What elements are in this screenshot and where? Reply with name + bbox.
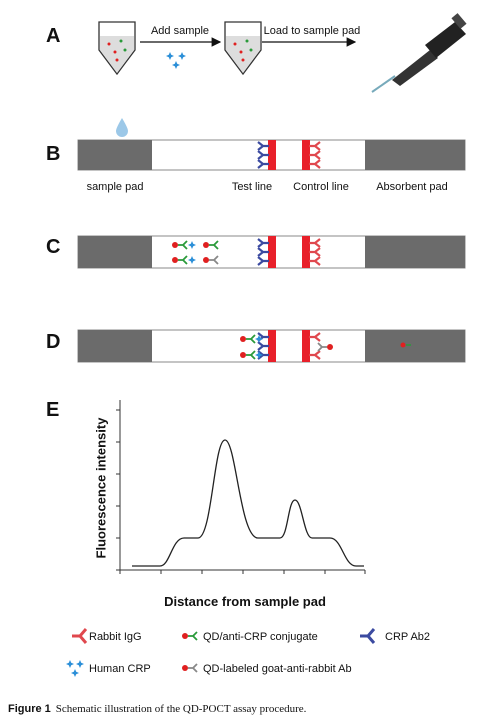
pipette [371, 13, 467, 93]
strip [77, 235, 466, 269]
legend-label: QD-labeled goat-anti-rabbit Ab [203, 663, 352, 675]
legend-icon [360, 628, 376, 644]
caption-figure: Figure 1 [8, 703, 51, 715]
panel-label: A [46, 25, 60, 47]
legend-icon [181, 663, 198, 673]
step-label: Add sample [151, 25, 209, 37]
panel-label: B [46, 143, 60, 165]
panel-label: C [46, 236, 60, 258]
region-label: Control line [293, 181, 349, 193]
x-axis-label: Distance from sample pad [164, 594, 326, 609]
step-label: Load to sample pad [264, 25, 361, 37]
tube [224, 21, 262, 75]
axes [116, 400, 366, 574]
legend-icon [181, 631, 198, 641]
legend-icon [66, 660, 84, 677]
droplet [116, 118, 128, 137]
region-label: Test line [232, 181, 272, 193]
y-axis-label: Fluorescence intensity [93, 417, 108, 559]
strip [77, 139, 466, 171]
legend-label: CRP Ab2 [385, 631, 430, 643]
legend-icon [72, 628, 88, 644]
caption: Figure 1 Schematic illustration of the QD… [8, 703, 307, 715]
panel-label: E [46, 399, 59, 421]
human-crp [166, 52, 186, 69]
legend-label: QD/anti-CRP conjugate [203, 631, 318, 643]
strip [77, 329, 466, 363]
panel-label: D [46, 331, 60, 353]
region-label: Absorbent pad [376, 181, 448, 193]
caption-text: Schematic illustration of the QD-POCT as… [56, 703, 307, 715]
fluorescence-curve [132, 439, 364, 567]
legend-label: Human CRP [89, 663, 151, 675]
tube [98, 21, 136, 75]
legend-label: Rabbit IgG [89, 631, 142, 643]
region-label: sample pad [87, 181, 144, 193]
